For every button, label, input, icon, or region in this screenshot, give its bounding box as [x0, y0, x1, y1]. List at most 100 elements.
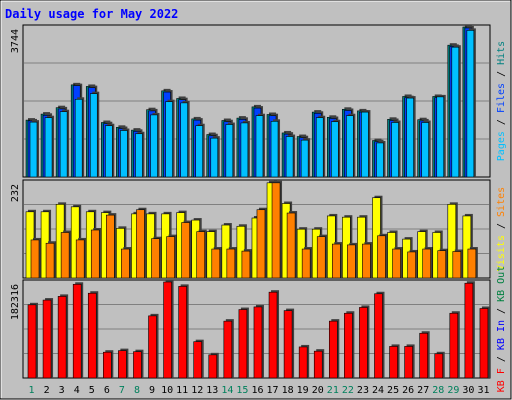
bar-sites-day-19: [301, 248, 311, 279]
day-label-7: 7: [119, 385, 125, 396]
bar-visits-day-29: [447, 204, 457, 279]
bar-kbf-day-22: [344, 312, 353, 379]
bar-pages-day-27: [421, 122, 429, 178]
bar-pages-day-2: [44, 117, 53, 178]
bar-pages-day-12: [195, 125, 204, 178]
day-label-4: 4: [74, 385, 80, 396]
day-label-28: 28: [432, 385, 444, 396]
bar-sites-day-9: [151, 238, 160, 279]
bar-kbf-day-9: [148, 315, 157, 379]
bar-kbf-day-13: [208, 354, 218, 379]
bar-pages-day-16: [255, 115, 264, 178]
legend-separator: /: [496, 65, 507, 83]
bar-kbf-day-2: [42, 299, 52, 379]
bar-sites-day-17: [271, 182, 281, 279]
bar-pages-day-26: [406, 97, 414, 178]
bar-kbf-day-11: [178, 286, 187, 379]
day-label-19: 19: [297, 385, 309, 396]
legend-kb_in: KB In: [496, 320, 507, 350]
day-label-15: 15: [236, 385, 248, 396]
day-label-11: 11: [176, 385, 188, 396]
bar-sites-day-25: [392, 248, 401, 279]
day-label-18: 18: [282, 385, 294, 396]
bar-pages-day-9: [150, 114, 158, 178]
bar-sites-day-11: [181, 222, 190, 279]
bar-visits-day-30: [462, 215, 472, 279]
day-label-26: 26: [402, 385, 414, 396]
bar-sites-day-10: [166, 236, 175, 279]
day-label-21: 21: [327, 385, 339, 396]
chart-title: Daily usage for May 2022: [5, 7, 178, 21]
bar-pages-day-10: [165, 101, 173, 178]
day-label-24: 24: [372, 385, 384, 396]
bar-sites-day-4: [75, 239, 85, 279]
panel-3-legend: KB F / KB In / KB Out: [496, 266, 507, 392]
day-label-20: 20: [312, 385, 324, 396]
bar-pages-day-30: [466, 30, 475, 178]
bar-sites-day-23: [362, 243, 371, 279]
bar-pages-day-3: [59, 111, 68, 178]
legend-separator: /: [496, 217, 507, 235]
bar-kbf-day-27: [419, 332, 428, 379]
bar-kbf-day-10: [163, 281, 172, 379]
bar-kbf-day-26: [404, 346, 413, 379]
bar-sites-day-29: [452, 251, 462, 279]
bar-sites-day-14: [226, 248, 236, 279]
legend-sites: Sites: [496, 187, 507, 217]
bar-pages-day-8: [135, 133, 143, 178]
day-label-17: 17: [267, 385, 279, 396]
bar-kbf-day-23: [359, 307, 368, 379]
day-label-8: 8: [134, 385, 140, 396]
bar-pages-day-22: [346, 115, 354, 178]
bar-kbf-day-25: [389, 346, 398, 379]
bar-pages-day-14: [225, 124, 234, 178]
bar-pages-day-20: [315, 117, 324, 178]
legend-kb_out: KB Out: [496, 266, 507, 302]
day-label-27: 27: [417, 385, 429, 396]
legend-files: Files: [496, 83, 507, 113]
bar-sites-day-1: [30, 239, 40, 279]
day-label-29: 29: [447, 385, 459, 396]
panel-2-legend: Visits / Sites: [496, 187, 507, 271]
legend-pages: Pages: [496, 131, 507, 161]
bar-pages-day-6: [105, 125, 113, 178]
bar-kbf-day-16: [253, 306, 263, 379]
day-label-3: 3: [59, 385, 65, 396]
bar-sites-day-2: [45, 242, 55, 279]
bar-pages-day-28: [436, 96, 445, 178]
bar-sites-day-16: [256, 209, 266, 279]
day-label-5: 5: [89, 385, 95, 396]
bar-pages-day-18: [285, 136, 294, 178]
legend-hits: Hits: [496, 41, 507, 65]
day-label-10: 10: [161, 385, 173, 396]
bar-pages-day-23: [361, 111, 369, 178]
bar-kbf-day-18: [283, 310, 293, 379]
bar-kbf-day-3: [57, 296, 67, 379]
day-label-13: 13: [206, 385, 218, 396]
bar-sites-day-30: [467, 248, 477, 279]
day-label-14: 14: [221, 385, 233, 396]
bar-kbf-day-12: [193, 341, 203, 379]
bar-sites-day-20: [316, 236, 326, 279]
bar-sites-day-27: [422, 248, 431, 279]
bar-kbf-day-30: [464, 282, 474, 379]
bar-pages-day-25: [391, 122, 399, 178]
bar-kbf-day-15: [238, 309, 248, 379]
legend-separator: /: [496, 113, 507, 131]
bar-sites-day-15: [241, 250, 251, 279]
day-label-6: 6: [104, 385, 110, 396]
bar-pages-day-13: [210, 137, 219, 178]
bar-pages-day-21: [330, 121, 339, 178]
bar-kbf-day-4: [72, 283, 82, 379]
bar-kbf-day-28: [434, 353, 444, 379]
bar-pages-day-24: [376, 142, 384, 178]
bar-kbf-day-1: [27, 304, 37, 379]
panel-1-max-label: 3744: [10, 29, 21, 53]
bar-sites-day-8: [136, 209, 145, 279]
bar-pages-day-4: [74, 98, 83, 178]
bar-kbf-day-8: [133, 351, 142, 379]
day-label-1: 1: [29, 385, 35, 396]
bar-kbf-day-14: [223, 320, 233, 379]
day-label-9: 9: [149, 385, 155, 396]
